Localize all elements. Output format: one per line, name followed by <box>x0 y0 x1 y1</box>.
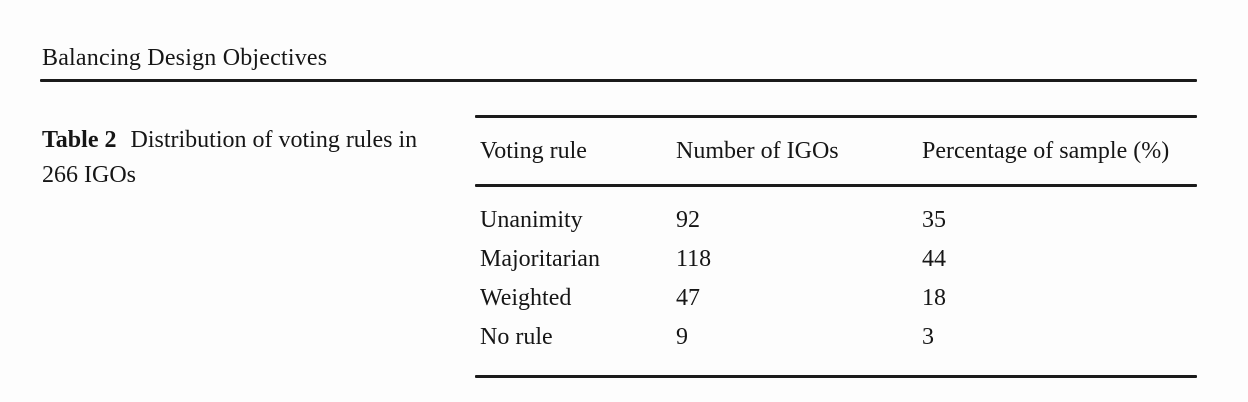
table-body: Unanimity 92 35 Majoritarian 118 44 Weig… <box>475 187 1197 375</box>
running-head-rule <box>40 79 1197 82</box>
voting-rules-table: Voting rule Number of IGOs Percentage of… <box>475 115 1197 378</box>
cell-number-of-igos: 92 <box>676 207 700 233</box>
column-header-voting-rule: Voting rule <box>480 137 587 164</box>
table-row: No rule 9 3 <box>475 318 1197 357</box>
column-header-percentage-of-sample: Percentage of sample (%) <box>922 137 1170 164</box>
table-caption-text: Distribution of voting rules in 266 IGOs <box>42 127 418 188</box>
column-header-number-of-igos: Number of IGOs <box>676 137 839 164</box>
table-bottom-rule <box>475 375 1197 378</box>
cell-percentage: 44 <box>922 246 946 272</box>
cell-voting-rule: No rule <box>480 324 553 350</box>
cell-voting-rule: Weighted <box>480 285 572 311</box>
table-caption: Table 2 Distribution of voting rules in 2… <box>42 123 452 193</box>
cell-voting-rule: Unanimity <box>480 207 583 233</box>
table-header-rule <box>475 184 1197 187</box>
cell-percentage: 18 <box>922 285 946 311</box>
table-row: Majoritarian 118 44 <box>475 240 1197 279</box>
cell-voting-rule: Majoritarian <box>480 246 600 272</box>
running-head: Balancing Design Objectives <box>42 45 328 71</box>
cell-number-of-igos: 47 <box>676 285 700 311</box>
table-top-rule <box>475 115 1197 118</box>
cell-number-of-igos: 118 <box>676 246 712 272</box>
cell-number-of-igos: 9 <box>676 324 688 350</box>
cell-percentage: 35 <box>922 207 946 233</box>
cell-percentage: 3 <box>922 324 934 350</box>
table-row: Unanimity 92 35 <box>475 201 1197 240</box>
table-caption-label: Table 2 <box>42 127 117 153</box>
table-header-row: Voting rule Number of IGOs Percentage of… <box>475 118 1197 184</box>
table-row: Weighted 47 18 <box>475 279 1197 318</box>
